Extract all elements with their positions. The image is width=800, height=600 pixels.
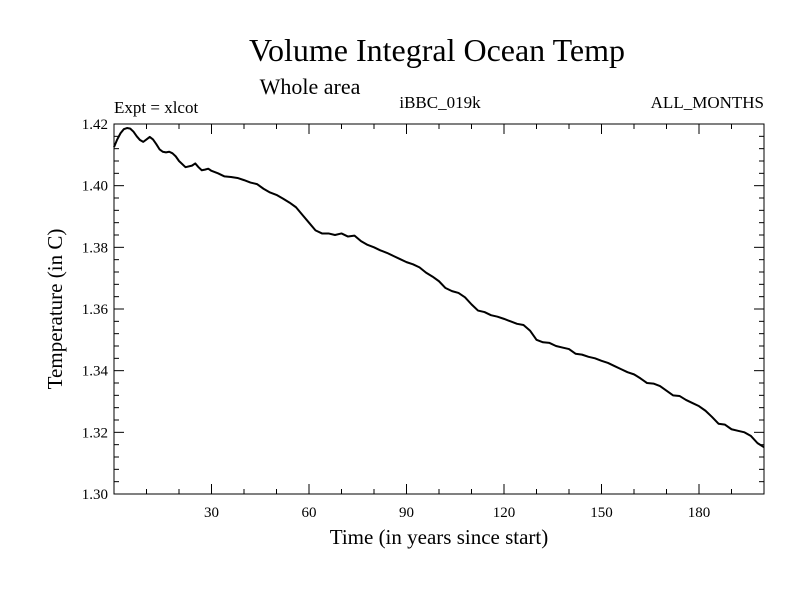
y-tick-label: 1.38 [82, 240, 108, 256]
y-tick-label: 1.34 [82, 364, 109, 380]
x-axis: 30 60 90 120 150 180 [146, 124, 732, 521]
plot-frame [113, 123, 765, 495]
y-axis-label: Temperature (in C) [43, 229, 67, 390]
y-axis: 1.30 1.32 1.34 1.36 1.38 1.40 1.42 [82, 117, 764, 503]
months-label: ALL_MONTHS [651, 93, 764, 112]
x-tick-label: 30 [204, 505, 219, 521]
x-tick-label: 150 [590, 505, 613, 521]
chart-subtitle: Whole area [260, 74, 361, 99]
x-tick-label: 120 [493, 505, 516, 521]
y-tick-label: 1.42 [82, 117, 108, 133]
temperature-series-line [113, 127, 765, 448]
x-tick-label: 90 [399, 505, 414, 521]
x-tick-label: 60 [302, 505, 317, 521]
chart-title: Volume Integral Ocean Temp [249, 32, 625, 68]
x-axis-label: Time (in years since start) [330, 525, 549, 549]
y-tick-label: 1.30 [82, 487, 108, 503]
y-tick-label: 1.36 [82, 302, 109, 318]
run-id-label: iBBC_019k [399, 93, 481, 112]
experiment-label: Expt = xlcot [114, 98, 198, 117]
y-tick-label: 1.32 [82, 425, 108, 441]
x-tick-label: 180 [688, 505, 711, 521]
y-tick-label: 1.40 [82, 179, 108, 195]
